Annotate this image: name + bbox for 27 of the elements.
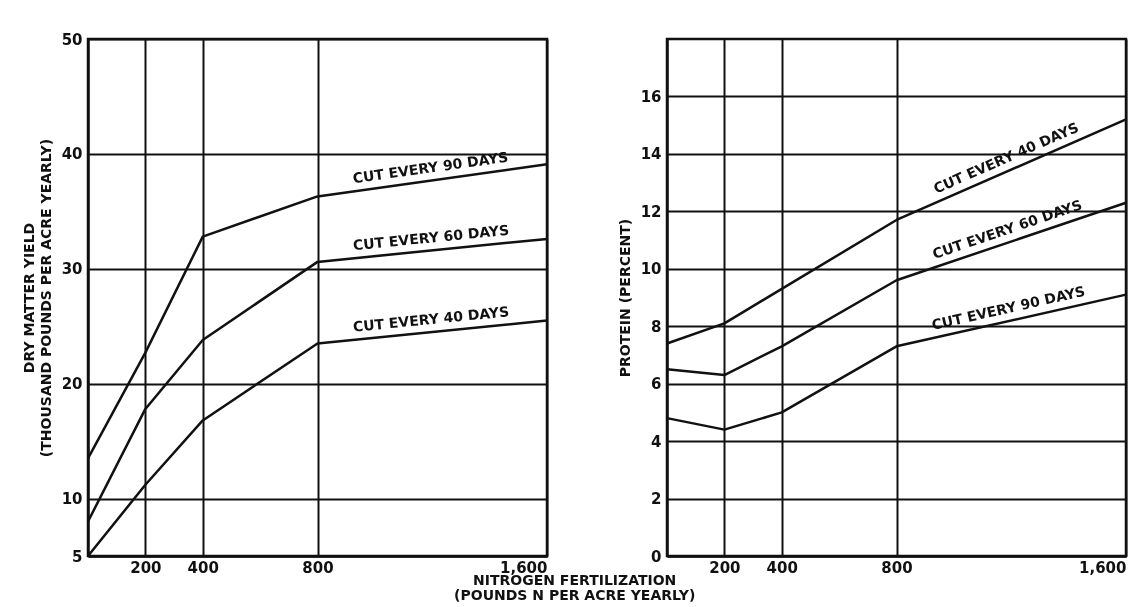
y-axis-title: PROTEIN (PERCENT) [616,218,633,378]
x-tick-label: 200 [130,558,162,577]
y-tick-label: 40 [61,145,83,164]
x-tick-label: 800 [881,558,913,577]
x-tick-label: 1,600 [1079,558,1127,577]
text: CUT EVERY 90 DAYS [351,148,510,187]
x-tick-label: 400 [766,558,798,577]
y-axis-title: DRY MATTER YIELD (THOUSAND POUNDS PER ACRE YEARLY) [20,138,54,458]
x-tick-label: 800 [302,558,334,577]
y-tick-label: 50 [61,30,83,49]
x-tick-label: 200 [709,558,741,577]
y-tick-label: 12 [640,202,662,221]
y-tick-label: 10 [61,490,83,509]
y-tick-label: 14 [640,145,662,164]
y-tick-label: 10 [640,260,662,279]
y-tick-label: 0 [651,547,662,566]
x-tick-label: 400 [187,558,219,577]
y-tick-label: 6 [651,375,662,394]
y-tick-label: 2 [651,490,662,509]
text: CUT EVERY 60 DAYS [352,221,510,254]
y-tick-label: 4 [651,432,662,451]
y-tick-label: 8 [651,317,662,336]
text: CUT EVERY 40 DAYS [352,303,510,335]
y-tick-label: 30 [61,260,83,279]
y-tick-label: 20 [61,375,83,394]
y-tick-label: 5 [72,547,83,566]
y-tick-label: 16 [640,87,662,106]
